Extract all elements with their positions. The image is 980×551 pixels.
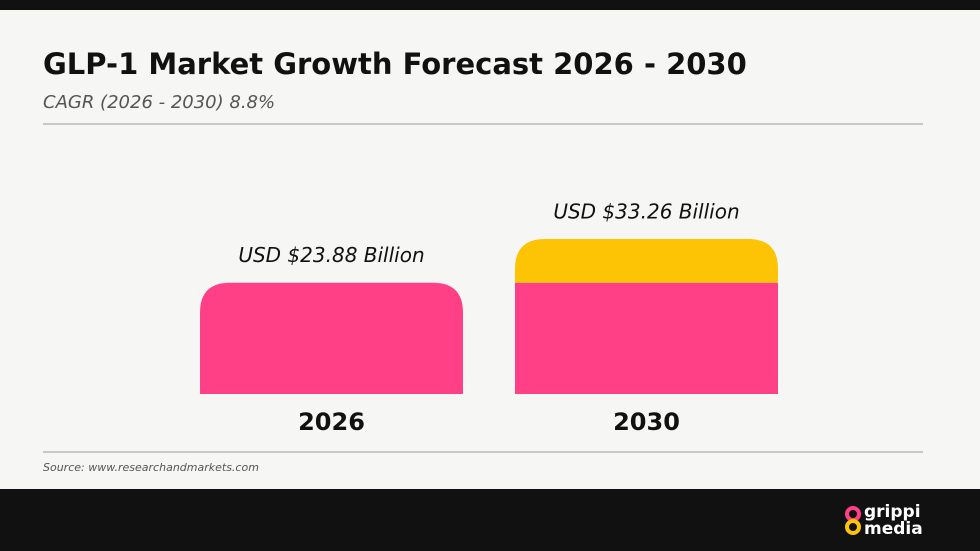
bar-segment: [515, 282, 778, 394]
top-band: [0, 0, 980, 10]
x-tick-label: 2026: [298, 408, 365, 436]
bar-segment: [200, 282, 463, 394]
chart-subtitle: CAGR (2026 - 2030) 8.8%: [43, 92, 275, 113]
logo-icon: [845, 506, 861, 535]
logo-text: media: [864, 519, 923, 539]
bar-segment: [515, 239, 778, 283]
source: Source: www.researchandmarkets.com: [43, 461, 259, 474]
value-label: USD $33.26 Billion: [553, 200, 739, 224]
chart-title: GLP-1 Market Growth Forecast 2026 - 2030: [43, 47, 747, 81]
value-label: USD $23.88 Billion: [238, 243, 424, 267]
logo-ring: [845, 519, 861, 535]
x-tick-label: 2030: [613, 408, 680, 436]
footer-band: [0, 489, 980, 551]
logo-text: grippi: [864, 502, 921, 522]
